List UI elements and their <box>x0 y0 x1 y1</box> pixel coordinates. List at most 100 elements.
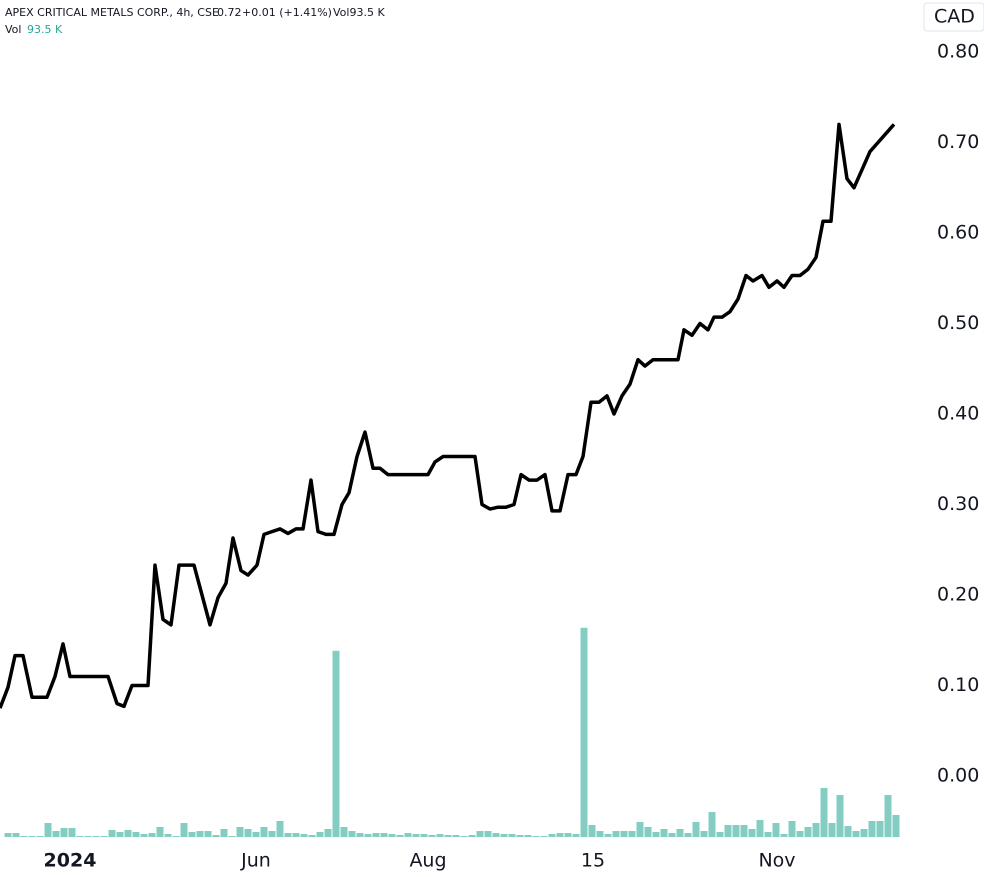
volume-bar <box>604 833 612 837</box>
volume-bar <box>36 835 44 837</box>
volume-bar <box>380 832 388 837</box>
volume-bar <box>340 826 348 837</box>
volume-bar <box>260 826 268 837</box>
volume-bar <box>748 828 756 837</box>
volume-bar <box>188 831 196 837</box>
y-tick-label: 0.30 <box>937 493 979 515</box>
x-tick-label: Nov <box>758 850 795 872</box>
volume-bar <box>372 832 380 837</box>
volume-bar <box>476 830 484 837</box>
y-tick-label: 0.00 <box>937 765 979 787</box>
volume-bar <box>332 650 340 837</box>
volume-bar <box>460 835 468 837</box>
volume-bar <box>556 832 564 837</box>
volume-bar <box>444 834 452 837</box>
volume-bar <box>108 829 116 837</box>
volume-bar <box>860 828 868 837</box>
volume-bar <box>492 832 500 837</box>
volume-bar <box>708 811 716 837</box>
volume-bar <box>540 835 548 837</box>
volume-bar <box>820 787 828 837</box>
header-change: +0.01 (+1.41%) <box>242 6 332 19</box>
volume-bar <box>812 822 820 837</box>
volume-bar <box>212 834 220 837</box>
volume-bar <box>516 834 524 837</box>
volume-bar <box>428 834 436 837</box>
volume-bar <box>420 833 428 837</box>
volume-bar <box>644 826 652 837</box>
volume-bar <box>636 821 644 837</box>
volume-bar <box>740 824 748 837</box>
volume-bar <box>76 835 84 837</box>
volume-bar <box>404 832 412 837</box>
header-last: 0.72 <box>217 6 242 19</box>
volume-bar <box>44 822 52 837</box>
volume-bar <box>196 830 204 837</box>
volume-bar <box>284 832 292 837</box>
volume-bar <box>12 832 20 837</box>
volume-bar <box>68 827 76 837</box>
volume-bar <box>892 814 900 837</box>
volume-bar <box>4 832 12 837</box>
volume-bar <box>780 833 788 837</box>
volume-bar <box>548 833 556 837</box>
volume-bar <box>236 826 244 837</box>
volume-bar <box>468 834 476 837</box>
volume-bar <box>596 830 604 837</box>
volume-bar <box>652 831 660 837</box>
volume-bar <box>724 824 732 837</box>
volume-bar <box>676 828 684 837</box>
volume-bar <box>220 828 228 837</box>
volume-bar <box>308 834 316 837</box>
volume-bar <box>292 832 300 837</box>
volume-bar <box>684 832 692 837</box>
volume-bar <box>60 827 68 837</box>
volume-bar <box>356 832 364 837</box>
volume-bar <box>148 832 156 837</box>
volume-bar <box>868 820 876 837</box>
volume-bar <box>532 835 540 837</box>
volume-pane-value: 93.5 K <box>27 23 63 36</box>
volume-bar <box>132 831 140 837</box>
volume-bar <box>524 834 532 837</box>
volume-bar <box>508 833 516 837</box>
volume-bar <box>348 830 356 837</box>
volume-bar <box>692 821 700 837</box>
volume-bar <box>572 833 580 837</box>
volume-bar <box>324 828 332 837</box>
volume-bar <box>252 831 260 837</box>
volume-bar <box>876 820 884 837</box>
volume-bar <box>28 835 36 837</box>
volume-bar <box>268 830 276 837</box>
volume-bar <box>228 835 236 837</box>
volume-bar <box>788 820 796 837</box>
currency-box[interactable] <box>923 2 984 32</box>
volume-bar <box>580 627 588 837</box>
volume-bar <box>700 830 708 837</box>
volume-bar <box>396 834 404 837</box>
header-volume: Vol93.5 K <box>333 6 385 19</box>
volume-bar <box>180 822 188 837</box>
volume-bar <box>100 835 108 837</box>
y-tick-label: 0.20 <box>937 584 979 606</box>
volume-bar <box>52 830 60 837</box>
volume-bar <box>772 822 780 837</box>
volume-bar <box>244 828 252 837</box>
volume-bar <box>828 822 836 837</box>
volume-bar <box>732 824 740 837</box>
volume-bar <box>140 833 148 837</box>
currency-label[interactable]: CAD <box>934 6 975 28</box>
volume-bar <box>116 831 124 837</box>
volume-bar <box>412 833 420 837</box>
volume-bar <box>452 834 460 837</box>
x-tick-label: Jun <box>240 850 271 872</box>
volume-bar <box>836 794 844 837</box>
volume-bar <box>204 830 212 837</box>
volume-pane-label: Vol <box>5 23 21 36</box>
volume-bar <box>20 835 28 837</box>
x-tick-label: 2024 <box>44 850 97 872</box>
volume-bar <box>164 833 172 837</box>
y-tick-label: 0.40 <box>937 403 979 425</box>
